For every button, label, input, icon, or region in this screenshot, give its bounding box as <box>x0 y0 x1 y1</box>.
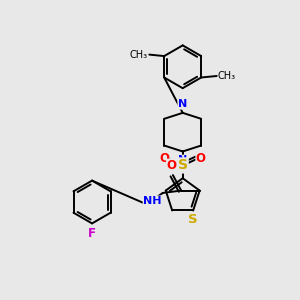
Text: O: O <box>160 152 170 165</box>
Text: O: O <box>196 152 206 165</box>
Text: F: F <box>88 227 96 240</box>
Text: S: S <box>188 213 198 226</box>
Text: S: S <box>178 158 188 172</box>
Text: CH₃: CH₃ <box>218 71 236 81</box>
Text: N: N <box>178 99 187 109</box>
Text: NH: NH <box>143 196 162 206</box>
Text: O: O <box>167 159 176 172</box>
Text: CH₃: CH₃ <box>130 50 148 60</box>
Text: N: N <box>178 155 187 165</box>
